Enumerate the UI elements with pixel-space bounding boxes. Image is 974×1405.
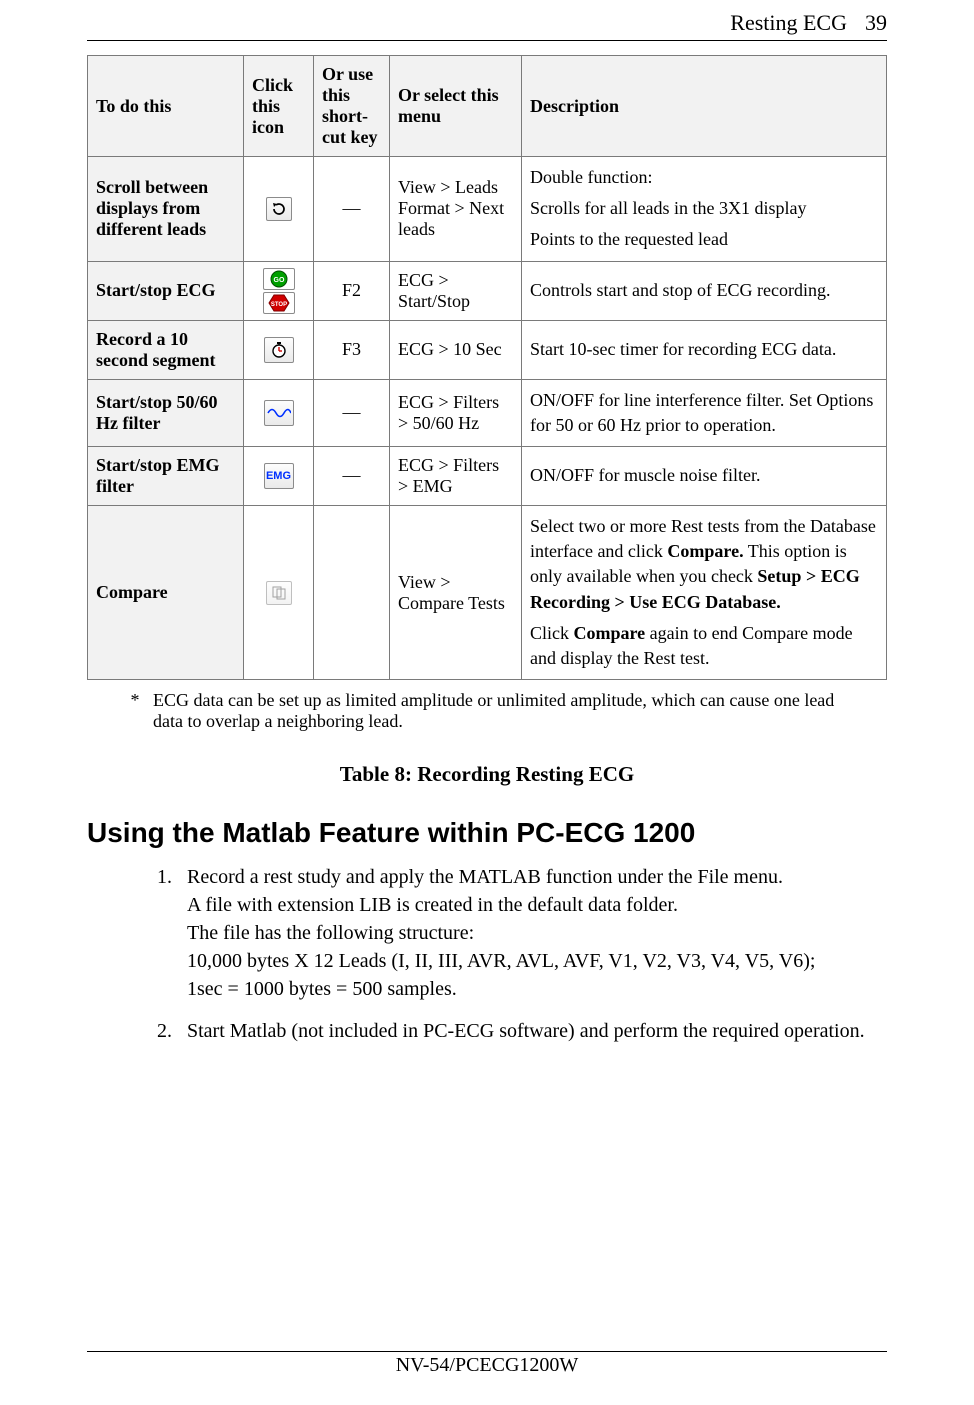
cell-icon: EMG (244, 446, 314, 505)
cell-menu: ECG > 10 Sec (390, 320, 522, 379)
table-row: Compare View > Compare Tests Select two … (88, 505, 887, 679)
commands-table: To do this Click this icon Or use this s… (87, 55, 887, 680)
cell-task: Start/stop 50/60 Hz filter (88, 379, 244, 446)
table-row: Start/stop EMG filter EMG — ECG > Filter… (88, 446, 887, 505)
col-icon: Click this icon (244, 56, 314, 157)
step-item: Start Matlab (not included in PC-ECG sof… (177, 1017, 887, 1045)
cell-description: ON/OFF for line interference filter. Set… (522, 379, 887, 446)
col-task: To do this (88, 56, 244, 157)
cell-task: Start/stop ECG (88, 261, 244, 320)
emg-icon: EMG (264, 463, 294, 489)
cell-shortcut: F3 (314, 320, 390, 379)
refresh-icon (266, 197, 292, 221)
cell-menu: View > Compare Tests (390, 505, 522, 679)
table-row: Start/stop ECG GO STOP F2 ECG > Start/St… (88, 261, 887, 320)
wave-icon (264, 400, 294, 426)
cell-task: Start/stop EMG filter (88, 446, 244, 505)
cell-description: Double function: Scrolls for all leads i… (522, 157, 887, 262)
cell-icon: GO STOP (244, 261, 314, 320)
col-menu: Or select this menu (390, 56, 522, 157)
cell-shortcut: F2 (314, 261, 390, 320)
col-shortcut: Or use this short-cut key (314, 56, 390, 157)
steps-list: Record a rest study and apply the MATLAB… (143, 863, 887, 1045)
cell-icon (244, 157, 314, 262)
stopwatch-icon (264, 337, 294, 363)
svg-text:GO: GO (273, 277, 284, 284)
cell-menu: View > Leads Format > Next leads (390, 157, 522, 262)
desc-line: Points to the requested lead (530, 227, 878, 252)
desc-line: Start 10-sec timer for recording ECG dat… (530, 337, 878, 362)
cell-icon (244, 505, 314, 679)
cell-icon (244, 379, 314, 446)
section-heading: Using the Matlab Feature within PC-ECG 1… (87, 817, 887, 849)
svg-text:STOP: STOP (270, 302, 286, 308)
step-item: Record a rest study and apply the MATLAB… (177, 863, 887, 1003)
cell-shortcut: — (314, 446, 390, 505)
cell-shortcut: — (314, 157, 390, 262)
footer-code: NV-54/PCECG1200W (396, 1354, 579, 1376)
desc-line: ON/OFF for line interference filter. Set… (530, 388, 878, 438)
header-section-title: Resting ECG (730, 10, 847, 36)
table-row: Record a 10 second segment F3 ECG > 10 S… (88, 320, 887, 379)
header-page-number: 39 (865, 10, 887, 36)
footnote-marker: * (117, 690, 153, 732)
table-row: Scroll between displays from different l… (88, 157, 887, 262)
desc-line: ON/OFF for muscle noise filter. (530, 463, 878, 488)
desc-line: Select two or more Rest tests from the D… (530, 514, 878, 615)
cell-menu: ECG > Filters > EMG (390, 446, 522, 505)
cell-menu: ECG > Start/Stop (390, 261, 522, 320)
cell-task: Scroll between displays from different l… (88, 157, 244, 262)
cell-task: Record a 10 second segment (88, 320, 244, 379)
desc-line: Double function: (530, 165, 878, 190)
cell-description: Start 10-sec timer for recording ECG dat… (522, 320, 887, 379)
go-stop-icon: GO STOP (248, 268, 309, 314)
desc-line: Scrolls for all leads in the 3X1 display (530, 196, 878, 221)
table-row: Start/stop 50/60 Hz filter — ECG > Filte… (88, 379, 887, 446)
col-description: Description (522, 56, 887, 157)
cell-menu: ECG > Filters > 50/60 Hz (390, 379, 522, 446)
footnote-text: ECG data can be set up as limited amplit… (153, 690, 857, 732)
desc-line: Controls start and stop of ECG recording… (530, 278, 878, 303)
table-caption: Table 8: Recording Resting ECG (87, 762, 887, 787)
emg-icon-label: EMG (266, 470, 291, 482)
cell-shortcut (314, 505, 390, 679)
compare-icon (266, 581, 292, 605)
page-header: Resting ECG 39 (87, 10, 887, 41)
cell-description: Controls start and stop of ECG recording… (522, 261, 887, 320)
desc-line: Click Compare again to end Compare mode … (530, 621, 878, 671)
cell-icon (244, 320, 314, 379)
table-header-row: To do this Click this icon Or use this s… (88, 56, 887, 157)
footnote: * ECG data can be set up as limited ampl… (87, 690, 887, 732)
cell-description: ON/OFF for muscle noise filter. (522, 446, 887, 505)
page-footer: NV-54/PCECG1200W (87, 1351, 887, 1377)
cell-task: Compare (88, 505, 244, 679)
cell-shortcut: — (314, 379, 390, 446)
cell-description: Select two or more Rest tests from the D… (522, 505, 887, 679)
